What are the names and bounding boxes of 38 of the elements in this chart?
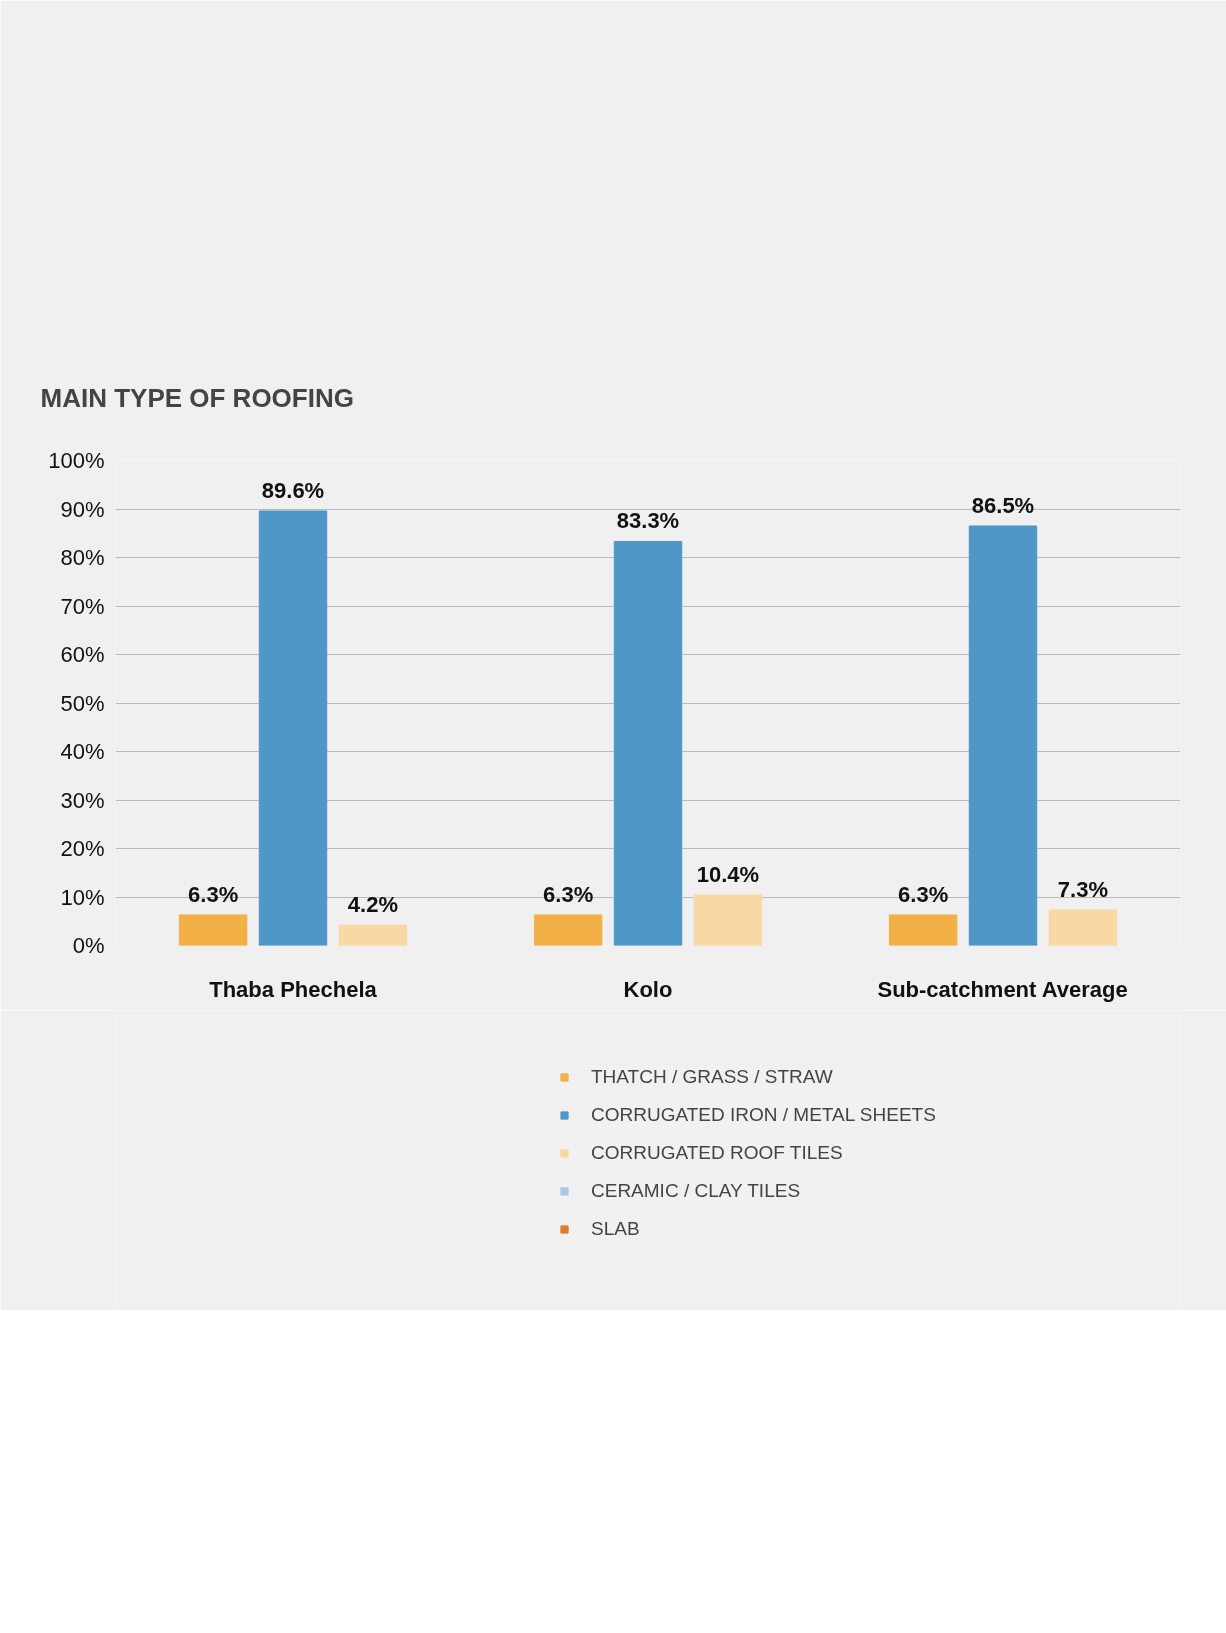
legend-label: SLAB: [591, 1218, 640, 1240]
data-label: 10.4%: [696, 862, 760, 888]
bar: [693, 894, 763, 946]
x-tick-label: Kolo: [623, 976, 673, 1002]
data-label: 89.6%: [261, 477, 325, 503]
bar: [968, 525, 1038, 946]
y-tick-label: 90%: [60, 496, 105, 522]
bar: [178, 914, 248, 946]
data-label: 86.5%: [971, 492, 1035, 518]
y-tick-label: 40%: [60, 739, 105, 764]
y-tick-label: 70%: [60, 593, 105, 619]
data-label: 4.2%: [347, 892, 398, 918]
legend-label: THATCH / GRASS / STRAW: [591, 1066, 833, 1088]
y-tick-label: 30%: [60, 787, 105, 813]
legend-label: CERAMIC / CLAY TILES: [591, 1180, 801, 1202]
legend-label: CORRUGATED ROOF TILES: [591, 1142, 843, 1164]
y-tick-label: 80%: [60, 545, 105, 570]
data-label: 83.3%: [616, 508, 680, 534]
y-tick-label: 100%: [48, 448, 105, 473]
bar: [613, 540, 683, 946]
bar: [258, 510, 328, 946]
data-label: 6.3%: [898, 881, 949, 907]
legend-label: CORRUGATED IRON / METAL SHEETS: [591, 1104, 936, 1126]
y-tick-label: 60%: [60, 642, 105, 667]
y-tick-label: 50%: [60, 690, 105, 716]
x-tick-label: Sub-catchment Average: [877, 976, 1128, 1002]
y-tick-label: 20%: [60, 836, 105, 861]
bar: [338, 924, 408, 946]
bar: [888, 914, 958, 946]
data-label: 6.3%: [543, 881, 594, 907]
chart-title: MAIN TYPE OF ROOFING: [40, 383, 354, 413]
y-tick-label: 0%: [72, 933, 105, 958]
bar: [533, 914, 603, 946]
x-tick-label: Thaba Phechela: [209, 976, 378, 1002]
data-label: 6.3%: [188, 881, 239, 907]
bar: [1048, 909, 1118, 946]
y-tick-label: 10%: [60, 884, 105, 910]
data-label: 7.3%: [1057, 877, 1108, 903]
